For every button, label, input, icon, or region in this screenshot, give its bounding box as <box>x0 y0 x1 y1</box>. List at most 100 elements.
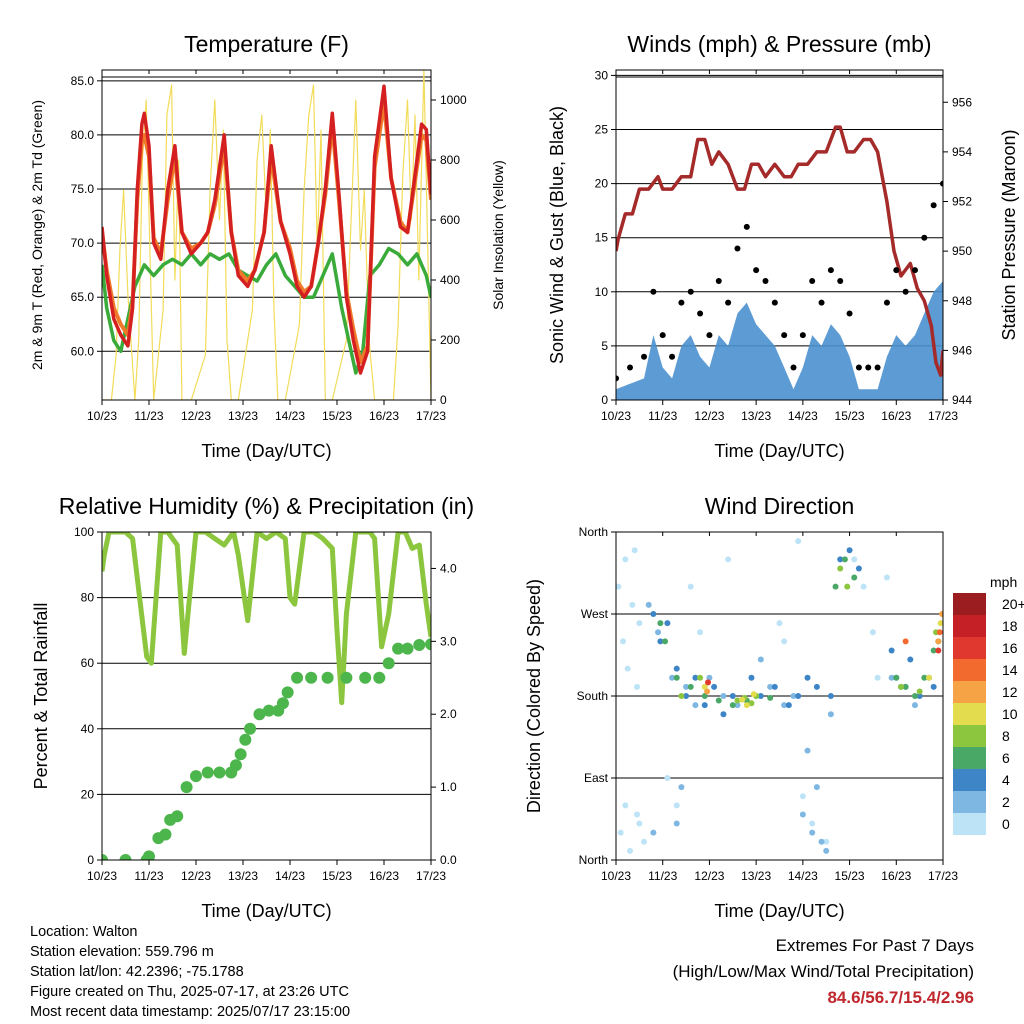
humidity-ytick-right-label: 4.0 <box>440 561 457 575</box>
gust-point <box>669 353 676 360</box>
legend-title: mph <box>990 574 1017 590</box>
rainfall-point <box>262 704 275 717</box>
legend-label: 16 <box>1002 640 1018 656</box>
humidity-xlabel: Time (Day/UTC) <box>201 901 331 921</box>
wind-direction-point <box>683 693 690 699</box>
wind-direction-point <box>907 656 914 663</box>
legend-label: 6 <box>1002 750 1010 766</box>
wind-direction-point <box>711 683 718 690</box>
wind-direction-point <box>657 638 664 645</box>
humidity-ytick-right-label: 3.0 <box>440 634 457 648</box>
temperature-xtick-label: 17/23 <box>416 409 446 423</box>
gust-point <box>753 267 760 274</box>
wind-direction-point <box>701 683 708 690</box>
temperature-xtick-label: 14/23 <box>275 409 305 423</box>
wind-direction-point <box>739 696 746 703</box>
wind-direction-point <box>818 838 825 845</box>
wind-direction-point <box>720 711 727 718</box>
humidity-ytick-label: 20 <box>81 787 95 801</box>
wind-direction-point <box>921 674 928 681</box>
humidity-xtick-label: 10/23 <box>87 869 117 883</box>
winds-xtick-label: 15/23 <box>835 409 865 423</box>
wind-direction-point <box>748 700 755 707</box>
winds-ytick-label: 25 <box>595 123 609 137</box>
wind-direction-point <box>827 693 834 699</box>
wind-direction-point <box>767 683 774 690</box>
wind-direction-point <box>837 565 844 572</box>
extremes-box: Extremes For Past 7 Days (High/Low/Max W… <box>673 933 974 1011</box>
wind-direction-ytick-label: East <box>584 771 609 785</box>
wind-direction-point <box>851 574 858 581</box>
humidity-ytick-label: 80 <box>81 591 95 605</box>
wind-direction-point <box>704 688 711 695</box>
rainfall-point <box>190 770 202 783</box>
gust-point <box>846 310 853 317</box>
wind-direction-point <box>701 702 708 709</box>
wind-direction-point <box>827 711 834 718</box>
wind-direction-point <box>860 583 867 590</box>
temperature-xtick-label: 10/23 <box>87 409 117 423</box>
wind-direction-point <box>627 847 634 854</box>
winds-xtick-label: 17/23 <box>928 409 958 423</box>
rainfall-point <box>382 657 395 670</box>
created-text: Figure created on Thu, 2025-07-17, at 23… <box>30 984 349 1000</box>
temperature-ytick-right-label: 800 <box>440 153 460 167</box>
legend-swatch <box>953 791 986 813</box>
wind-direction-point <box>678 784 685 791</box>
winds-xtick-label: 13/23 <box>741 409 771 423</box>
legend-label: 2 <box>1002 794 1010 810</box>
pressure-line <box>616 125 943 377</box>
winds-xtick-label: 12/23 <box>694 409 724 423</box>
wind-direction-point <box>935 647 942 654</box>
wind-direction-point <box>734 702 741 709</box>
legend-swatch <box>953 703 986 725</box>
winds-xtick-label: 11/23 <box>648 409 677 423</box>
location-text: Location: Walton <box>30 924 138 940</box>
solar-insolation-line <box>102 70 431 400</box>
wind-direction-point <box>620 638 627 645</box>
wind-direction-point <box>650 829 657 836</box>
temperature-xtick-label: 16/23 <box>369 409 399 423</box>
rainfall-point <box>229 759 242 772</box>
gust-point <box>697 310 704 317</box>
rainfall-point <box>321 671 334 684</box>
temperature-ytick-right-label: 0 <box>440 393 447 407</box>
wind-direction-ytick-label: West <box>581 607 609 621</box>
temperature-ytick-label: 80.0 <box>71 128 95 142</box>
gust-point <box>627 364 634 371</box>
rainfall-point <box>340 671 353 684</box>
wind-direction-point <box>841 556 848 563</box>
wind-direction-point <box>888 674 895 681</box>
wind-direction-point <box>634 683 641 690</box>
humidity-ytick-right-label: 1.0 <box>440 780 457 794</box>
humidity-xtick-label: 13/23 <box>228 869 258 883</box>
wind-direction-point <box>634 811 641 818</box>
humidity-xtick-label: 15/23 <box>322 869 352 883</box>
gust-point <box>893 267 900 274</box>
gust-point <box>883 299 890 306</box>
temp-2m-line <box>102 84 431 375</box>
wind-direction-point <box>757 693 764 699</box>
wind-direction-point <box>851 556 858 563</box>
wind-direction-point <box>673 665 680 672</box>
humidity-ytick-label: 100 <box>74 525 94 539</box>
gust-point <box>781 332 788 339</box>
wind-direction-point <box>804 747 811 754</box>
wind-direction-point <box>936 629 943 636</box>
wind-direction-point <box>692 674 699 681</box>
humidity-frame <box>101 531 432 861</box>
rainfall-point <box>413 638 426 651</box>
wind-direction-point <box>823 847 830 854</box>
wind-direction-point <box>902 638 909 645</box>
temperature-ytick-label: 65.0 <box>71 290 95 304</box>
wind-direction-point <box>650 611 657 617</box>
gust-point <box>616 375 619 382</box>
rainfall-point <box>244 722 257 735</box>
temperature-ylabel-right: Solar Insolation (Yellow) <box>490 160 506 310</box>
wind-direction-point <box>683 683 690 690</box>
wind-direction-point <box>622 556 629 563</box>
wind-direction-point <box>673 674 680 681</box>
rainfall-point <box>102 854 108 860</box>
winds-ylabel-right: Station Pressure (Maroon) <box>999 129 1019 340</box>
